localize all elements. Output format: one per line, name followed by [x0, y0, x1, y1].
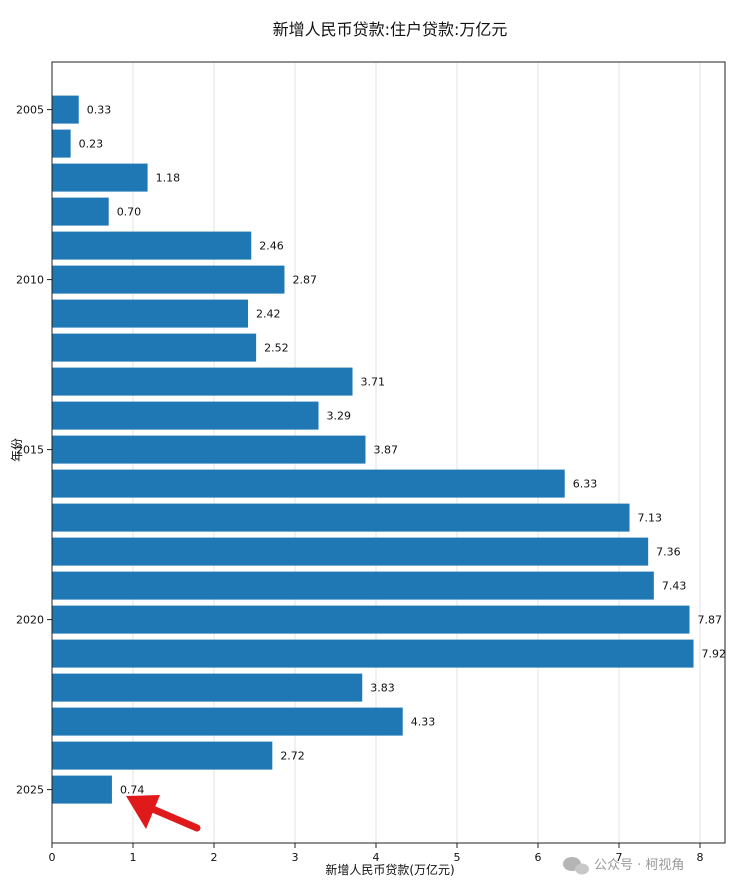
- data-label-2011: 2.42: [256, 308, 281, 321]
- bar-2012: [52, 333, 257, 362]
- x-tick-label: 3: [292, 851, 299, 864]
- data-label-2008: 0.70: [117, 206, 142, 219]
- bar-2007: [52, 163, 148, 192]
- arrow-shaft: [144, 803, 201, 832]
- data-label-2007: 1.18: [156, 172, 181, 185]
- data-label-2006: 0.23: [79, 138, 104, 151]
- data-label-2022: 3.83: [370, 682, 395, 695]
- bar-2014: [52, 401, 319, 430]
- bar-2017: [52, 503, 630, 532]
- x-tick-label: 7: [616, 851, 623, 864]
- x-axis: 0 1 2 3 4 5 6 7 8: [49, 843, 704, 864]
- data-label-2018: 7.36: [656, 546, 681, 559]
- y-axis: 2005 2010 2015 2020 2025: [16, 104, 52, 797]
- data-label-2016: 6.33: [573, 478, 598, 491]
- x-tick-label: 8: [697, 851, 704, 864]
- bar-2013: [52, 367, 353, 396]
- data-label-2015: 3.87: [373, 444, 398, 457]
- arrow-head: [126, 795, 160, 829]
- bar-2018: [52, 537, 649, 566]
- watermark: 公众号 · 柯视角: [563, 857, 684, 875]
- data-label-2019: 7.43: [662, 580, 687, 593]
- y-tick-label: 2010: [16, 274, 44, 287]
- bar-2010: [52, 265, 285, 294]
- x-tick-label: 5: [454, 851, 461, 864]
- data-label-2017: 7.13: [638, 512, 663, 525]
- bar-2008: [52, 197, 109, 226]
- bar-2022: [52, 673, 363, 702]
- data-label-2013: 3.71: [361, 376, 386, 389]
- data-label-2020: 7.87: [697, 614, 722, 627]
- bar-2006: [52, 129, 71, 158]
- bar-2016: [52, 469, 565, 498]
- data-label-2014: 3.29: [326, 410, 351, 423]
- bar-2021: [52, 639, 694, 668]
- data-label-2023: 4.33: [411, 716, 436, 729]
- data-label-2024: 2.72: [280, 750, 305, 763]
- plot-frame: [51, 61, 726, 844]
- data-label-2025: 0.74: [120, 784, 145, 797]
- bar-2011: [52, 299, 249, 328]
- y-tick-label: 2020: [16, 614, 44, 627]
- wechat-icon: [563, 857, 589, 875]
- data-label-2009: 2.46: [259, 240, 284, 253]
- x-tick-label: 0: [49, 851, 56, 864]
- bar-2020: [52, 605, 690, 634]
- chart-title: 新增人民币贷款:住户贷款:万亿元: [273, 20, 508, 39]
- data-label-2021: 7.92: [702, 648, 727, 661]
- x-tick-label: 1: [130, 851, 137, 864]
- y-tick-label: 2005: [16, 104, 44, 117]
- data-label-2005: 0.33: [87, 104, 112, 117]
- x-tick-label: 6: [535, 851, 542, 864]
- bar-2015: [52, 435, 366, 464]
- x-tick-label: 2: [211, 851, 218, 864]
- x-tick-label: 4: [373, 851, 380, 864]
- bar-2009: [52, 231, 252, 260]
- y-tick-label: 2015: [16, 444, 44, 457]
- annotation-arrow: [126, 795, 201, 832]
- y-axis-label: 年份: [10, 438, 24, 462]
- bar-2005: [52, 95, 79, 124]
- bars: [52, 95, 694, 804]
- x-axis-label: 新增人民币贷款(万亿元): [325, 862, 454, 877]
- data-label-2010: 2.87: [292, 274, 317, 287]
- data-label-2012: 2.52: [264, 342, 289, 355]
- data-labels: 0.33 0.23 1.18 0.70 2.46 2.87 2.42 2.52 3.71 3.29…: [79, 104, 726, 797]
- bar-2025: [52, 775, 112, 804]
- watermark-text: 公众号 · 柯视角: [594, 858, 684, 873]
- bar-2024: [52, 741, 273, 770]
- y-tick-label: 2025: [16, 784, 44, 797]
- bar-2023: [52, 707, 403, 736]
- bar-2019: [52, 571, 654, 600]
